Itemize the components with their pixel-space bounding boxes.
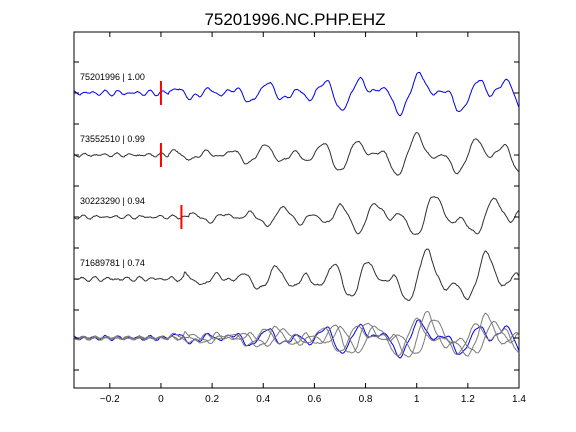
chart-title: 75201996.NC.PHP.EHZ: [204, 10, 385, 29]
x-axis: −0.2 0 0.2 0.4 0.6 0.8 1 1.2 1.4: [100, 32, 526, 405]
trace-label: 30223290 | 0.94: [80, 196, 145, 206]
trace-baseline-ticks: [74, 61, 519, 371]
x-tick-label: 1: [414, 394, 420, 405]
waveform-traces: [73, 71, 520, 359]
x-tick-label: 0.6: [307, 394, 321, 405]
trace-line: [73, 196, 520, 235]
trace-line: [73, 71, 520, 117]
x-tick-label: 1.4: [512, 394, 526, 405]
trace-label: 73552510 | 0.99: [80, 134, 145, 144]
x-tick-label: 1.2: [461, 394, 475, 405]
x-tick-label: 0.8: [359, 394, 373, 405]
x-tick-label: 0.4: [256, 394, 270, 405]
trace-label: 71689781 | 0.74: [80, 258, 145, 268]
overlay-trace-line: [73, 310, 520, 358]
pick-markers: [159, 81, 183, 229]
overlay-trace-line: [73, 317, 520, 357]
x-tick-label: −0.2: [100, 394, 120, 405]
x-tick-label: 0.2: [205, 394, 219, 405]
trace-labels: 75201996 | 1.00 73552510 | 0.99 30223290 |…: [80, 72, 145, 268]
x-tick-label: 0: [158, 394, 164, 405]
trace-line: [73, 248, 520, 301]
trace-label: 75201996 | 1.00: [80, 72, 145, 82]
trace-line: [73, 131, 520, 176]
